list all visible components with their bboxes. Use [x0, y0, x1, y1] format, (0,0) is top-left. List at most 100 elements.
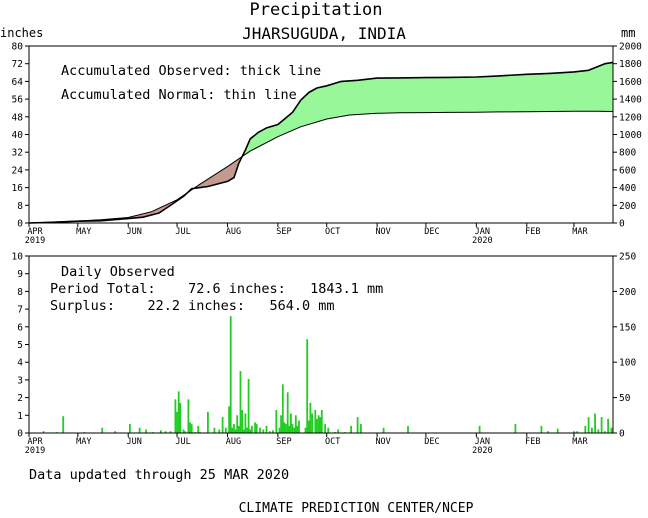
daily-bar — [290, 413, 292, 433]
daily-bar — [246, 427, 248, 433]
accumulated-x-tick-label: MAR — [572, 227, 588, 237]
daily-bar — [229, 316, 232, 433]
accumulated-x-tick-label: JUN — [127, 227, 142, 237]
daily-bar — [179, 402, 182, 433]
accumulated-right-tick-label: 200 — [619, 201, 636, 212]
daily-right-tick-label: 200 — [619, 287, 636, 298]
right-unit-label: mm — [621, 26, 635, 40]
daily-left-tick-label: 10 — [12, 252, 24, 263]
accumulated-right-tick-label: 1000 — [619, 130, 642, 141]
daily-left-tick-label: 6 — [17, 322, 23, 333]
surplus-area — [242, 62, 613, 157]
daily-x-tick-label: APR — [27, 437, 43, 447]
daily-bar — [540, 425, 543, 433]
daily-bar — [184, 431, 187, 433]
accumulated-right-tick-label: 1200 — [619, 112, 642, 123]
daily-bar — [478, 425, 481, 433]
accumulated-left-tick-label: 48 — [12, 112, 24, 123]
accumulated-left-tick-label: 32 — [12, 148, 23, 159]
daily-bar — [251, 425, 253, 433]
accumulated-x-tick-label: SEP — [276, 227, 291, 237]
daily-bar — [382, 427, 385, 433]
daily-bar — [317, 415, 320, 433]
accumulated-x-tick-label: MAY — [76, 227, 91, 237]
deficit-area — [30, 191, 189, 223]
accumulated-left-tick-label: 56 — [12, 95, 24, 106]
accumulated-left-tick-label: 24 — [12, 165, 24, 176]
accumulated-left-tick-label: 72 — [12, 59, 23, 70]
daily-bar — [242, 429, 245, 433]
daily-bar — [197, 425, 200, 433]
daily-x-tick-label: MAR — [572, 437, 588, 447]
daily-bar — [272, 430, 274, 433]
daily-bar — [304, 427, 307, 433]
daily-bar — [407, 425, 409, 433]
daily-x-year-label: 2020 — [472, 446, 492, 456]
daily-x-tick-label: JUN — [127, 437, 142, 447]
daily-bar — [610, 427, 613, 433]
accumulated-axes: 0816243240485664728002004006008001000120… — [12, 42, 643, 247]
daily-bar — [262, 429, 265, 433]
daily-bar — [254, 422, 256, 433]
daily-bar — [255, 424, 258, 433]
daily-left-tick-label: 5 — [17, 340, 23, 351]
daily-bar — [234, 429, 237, 433]
observed-annotation: Accumulated Observed: thick line — [61, 63, 321, 79]
daily-bar — [296, 425, 299, 433]
daily-bar — [280, 415, 282, 433]
accumulated-left-tick-label: 0 — [17, 219, 23, 230]
daily-bar — [286, 392, 289, 433]
daily-bar — [187, 399, 190, 433]
accumulated-right-tick-label: 2000 — [619, 42, 642, 53]
daily-x-tick-label: MAY — [76, 437, 91, 447]
daily-bar — [576, 431, 579, 433]
accumulated-right-tick-label: 1800 — [619, 59, 642, 70]
daily-bar — [231, 427, 234, 433]
daily-bar — [306, 339, 309, 433]
daily-bar — [307, 420, 310, 433]
daily-bar — [275, 410, 278, 433]
daily-x-tick-label: SEP — [276, 437, 291, 447]
daily-bar — [176, 411, 178, 433]
accumulated-chart: 0816243240485664728002004006008001000120… — [12, 42, 643, 247]
daily-right-tick-label: 150 — [619, 322, 636, 333]
daily-bar — [591, 427, 593, 433]
daily-bar — [237, 425, 240, 433]
daily-bar — [356, 417, 359, 433]
accumulated-x-tick-label: JAN — [475, 227, 490, 237]
accumulated-left-tick-label: 64 — [12, 77, 24, 88]
daily-bar — [594, 413, 596, 433]
daily-bar — [145, 429, 147, 433]
accumulated-x-tick-label: OCT — [325, 227, 340, 237]
daily-bar — [291, 424, 294, 433]
daily-bar — [547, 431, 549, 433]
daily-bar — [244, 413, 247, 433]
daily-x-tick-label: DEC — [424, 437, 439, 447]
accumulated-x-year-label: 2020 — [472, 236, 492, 246]
daily-left-tick-label: 3 — [17, 375, 23, 386]
daily-bar — [556, 428, 559, 433]
daily-bar — [190, 424, 193, 433]
daily-bar — [327, 427, 330, 433]
accumulated-right-tick-label: 800 — [619, 148, 636, 159]
daily-bar — [309, 402, 312, 433]
accumulated-x-tick-label: JUL — [175, 227, 190, 237]
daily-bar — [584, 425, 587, 433]
daily-bar — [319, 417, 322, 433]
daily-bar — [101, 427, 104, 433]
daily-bar — [218, 429, 221, 433]
daily-bar — [268, 431, 271, 433]
accumulated-x-tick-label: DEC — [424, 227, 439, 237]
daily-bar — [573, 431, 575, 433]
surplus-text: Surplus: 22.2 inches: 564.0 mm — [50, 298, 334, 314]
daily-bar — [607, 418, 609, 433]
daily-bar — [265, 425, 268, 433]
daily-bar — [249, 429, 252, 433]
daily-bar — [224, 427, 227, 433]
accumulated-x-year-label: 2019 — [25, 236, 45, 246]
daily-bar — [514, 424, 517, 433]
daily-bar — [278, 427, 281, 433]
accumulated-left-tick-label: 40 — [12, 130, 24, 141]
daily-bar — [324, 424, 326, 433]
